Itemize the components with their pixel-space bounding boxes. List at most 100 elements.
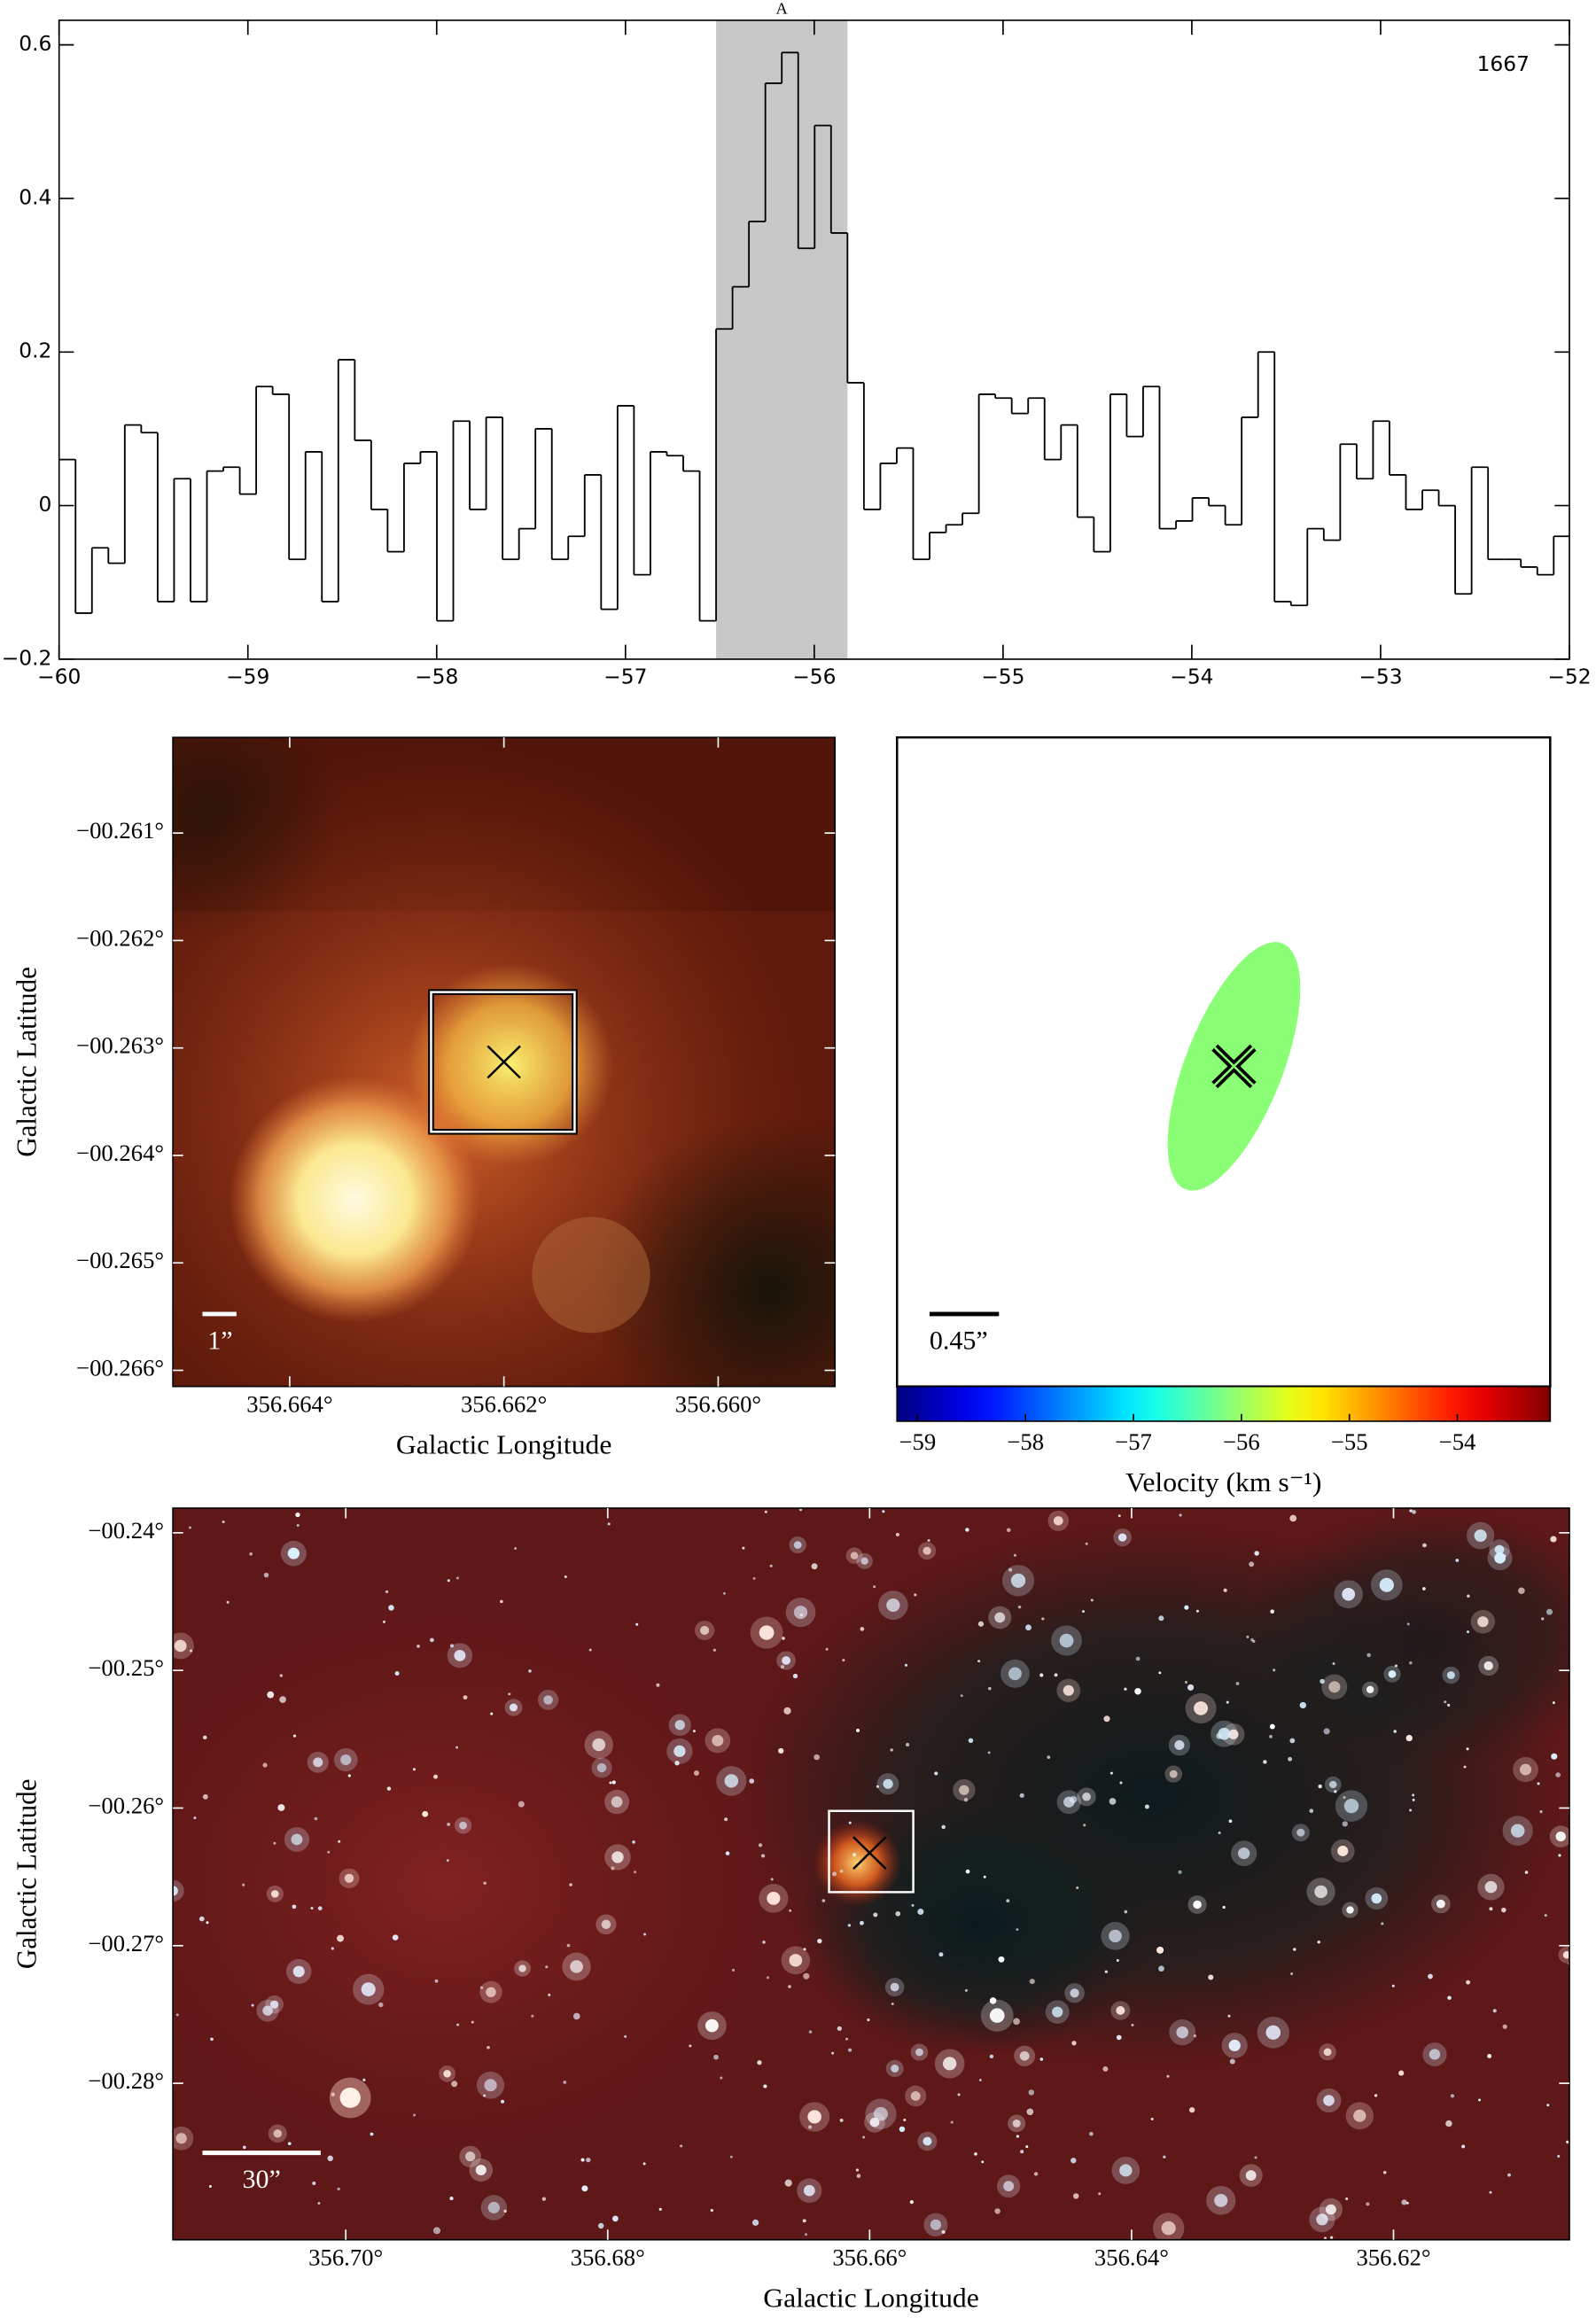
- star: [831, 1871, 837, 1877]
- star: [1519, 1763, 1532, 1776]
- star: [1028, 2089, 1035, 2096]
- star: [905, 1742, 910, 1747]
- star: [483, 1881, 487, 1885]
- x-tick-label: −58: [415, 666, 458, 689]
- star: [1131, 2023, 1134, 2026]
- star: [725, 1851, 730, 1855]
- star: [1124, 1910, 1128, 1914]
- y-tick-label: 0: [39, 494, 52, 517]
- star: [586, 2158, 591, 2163]
- colorbar-tick-label: −54: [1439, 1428, 1476, 1455]
- star: [1467, 1594, 1470, 1598]
- star: [988, 1686, 992, 1691]
- star: [1562, 1950, 1569, 1959]
- star: [994, 2208, 1000, 2214]
- star: [361, 1982, 376, 1996]
- star: [1492, 2009, 1497, 2013]
- star: [1235, 1682, 1240, 1685]
- star: [417, 1645, 420, 1648]
- star: [941, 1824, 946, 1830]
- star: [1289, 1514, 1297, 1522]
- star: [1288, 1756, 1293, 1762]
- star: [1401, 2199, 1407, 2205]
- star: [1227, 2014, 1231, 2018]
- star: [199, 1916, 205, 1922]
- x-tick-label: −59: [226, 666, 269, 689]
- star: [1328, 1681, 1341, 1693]
- colorbar-tick-label: −57: [1115, 1428, 1152, 1455]
- star: [1006, 1899, 1010, 1903]
- star: [543, 1695, 553, 1705]
- x-tick-label: −52: [1547, 666, 1591, 689]
- star: [295, 1512, 300, 1518]
- star: [998, 1956, 1005, 1963]
- star: [1269, 1723, 1275, 1730]
- star: [564, 1575, 567, 1578]
- star: [903, 2118, 907, 2121]
- star: [909, 2199, 914, 2205]
- star: [1345, 2197, 1349, 2200]
- star: [1314, 1885, 1327, 1899]
- star: [1158, 1965, 1164, 1972]
- star: [1083, 1824, 1086, 1827]
- star: [269, 2000, 279, 2009]
- star: [1524, 1871, 1529, 1874]
- star: [1477, 1616, 1489, 1628]
- star: [1466, 1980, 1471, 1985]
- colorbar-tick-label: −56: [1223, 1428, 1260, 1455]
- star: [174, 1639, 187, 1653]
- star: [783, 1707, 791, 1715]
- star: [847, 1924, 852, 1927]
- star: [447, 1822, 451, 1826]
- star: [451, 2081, 458, 2088]
- star: [267, 1691, 275, 1699]
- star: [1070, 2158, 1077, 2164]
- star: [867, 2018, 870, 2022]
- star: [1010, 1573, 1026, 1588]
- star: [1226, 1700, 1229, 1704]
- star: [337, 2187, 340, 2191]
- star: [989, 2054, 994, 2059]
- star: [1265, 2025, 1281, 2040]
- star: [331, 2092, 335, 2096]
- star: [895, 1910, 901, 1917]
- star: [1343, 1799, 1359, 1814]
- star: [1273, 1668, 1276, 1672]
- star: [1329, 1780, 1337, 1789]
- star: [807, 2110, 821, 2124]
- marker-cross: [852, 1836, 887, 1870]
- star: [1169, 1770, 1178, 1778]
- y-tick-label: −00.264°: [76, 1140, 164, 1166]
- star: [977, 1660, 981, 1663]
- star: [456, 2023, 460, 2026]
- star: [531, 2014, 534, 2018]
- star: [731, 1968, 736, 1972]
- scale-bar-label: 1”: [207, 1327, 232, 1356]
- star: [1342, 1821, 1348, 1827]
- star: [242, 2145, 246, 2150]
- star: [1550, 1536, 1557, 1543]
- star: [1463, 1765, 1467, 1769]
- star: [811, 1563, 818, 1570]
- star: [752, 1576, 756, 1580]
- star: [1317, 1941, 1320, 1944]
- x-tick-label: 356.68°: [571, 2244, 645, 2271]
- star: [1222, 1905, 1226, 1910]
- star: [1558, 1854, 1561, 1857]
- star: [742, 1546, 745, 1550]
- star: [764, 1510, 767, 1513]
- star: [385, 1590, 389, 1594]
- star: [705, 2019, 719, 2033]
- star: [279, 1696, 286, 1703]
- star: [1109, 1929, 1122, 1943]
- star: [805, 2233, 808, 2236]
- star: [803, 2184, 815, 2197]
- star: [624, 2034, 627, 2038]
- x-axis-label: Galactic Longitude: [763, 2283, 979, 2314]
- star: [313, 1757, 323, 1768]
- star: [569, 1883, 572, 1886]
- highlight-band: [716, 19, 848, 659]
- star: [1374, 2094, 1378, 2097]
- star: [1445, 2120, 1452, 2127]
- star: [793, 1606, 808, 1620]
